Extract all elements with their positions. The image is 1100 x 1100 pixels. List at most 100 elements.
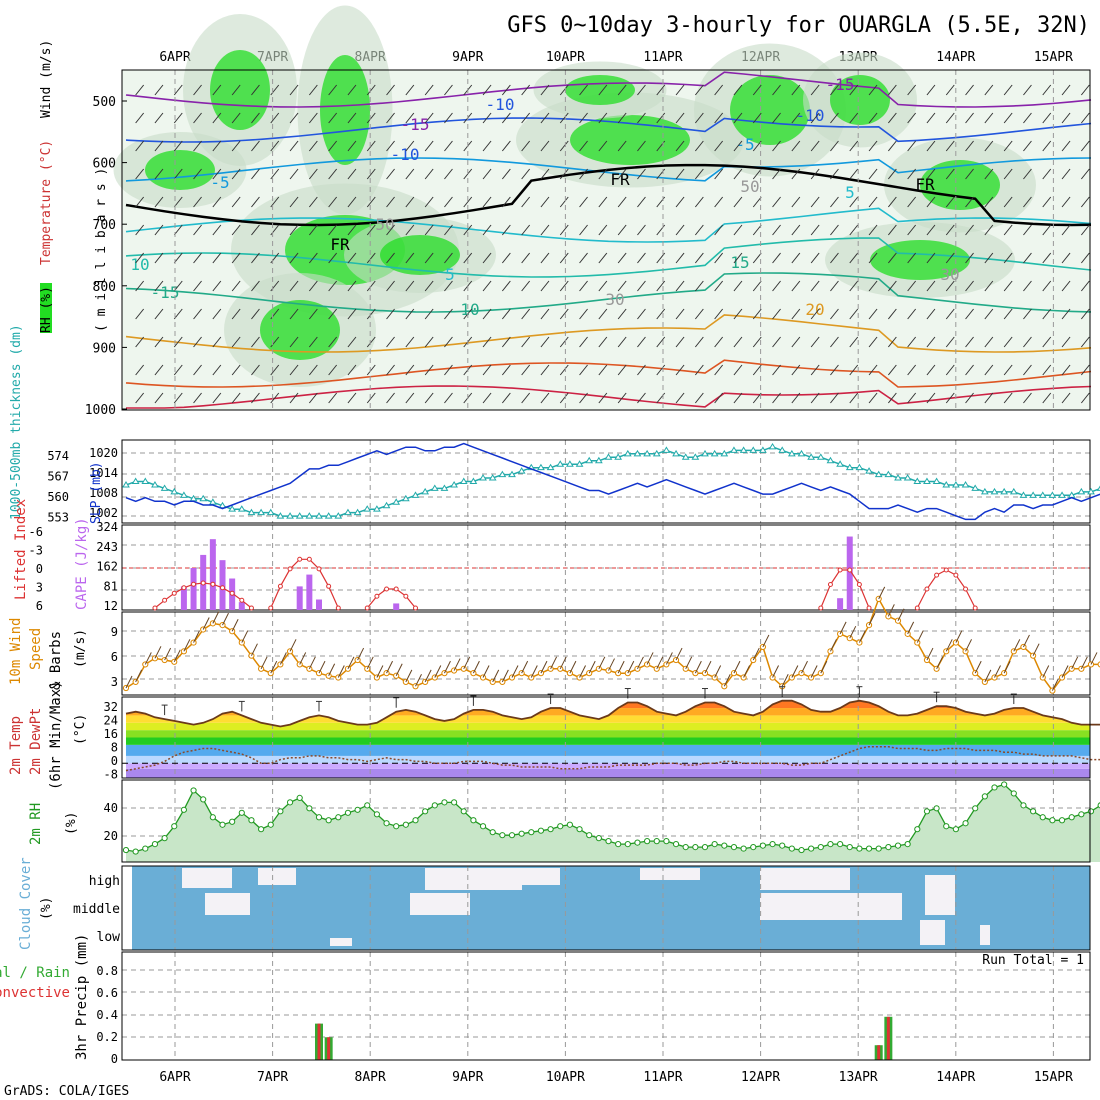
- upper-wind-barb: [579, 252, 588, 264]
- upper-wind-barb: [366, 392, 376, 404]
- freezing-level-line: [125, 163, 1092, 227]
- upper-wind-barb: [965, 280, 974, 292]
- wind-barb: [1051, 678, 1059, 691]
- thickness-line-point: [971, 484, 980, 491]
- upper-wind-barb: [1023, 112, 1032, 124]
- isotherm-line: [126, 385, 1092, 409]
- wind-barb: [762, 634, 770, 648]
- upper-wind-barb: [154, 196, 164, 208]
- wind-barb: [154, 646, 162, 659]
- rh2m-point: [798, 846, 805, 854]
- upper-wind-barb: [1003, 336, 1013, 348]
- wind-barb: [617, 660, 625, 674]
- upper-wind-barb: [926, 364, 936, 376]
- upper-wind-barb: [1042, 364, 1052, 376]
- rh2m-point: [364, 802, 371, 809]
- upper-wind-barb: [637, 252, 646, 264]
- rh2m-point: [605, 838, 612, 845]
- upper-wind-barb: [270, 196, 280, 208]
- upper-wind-barb: [907, 252, 917, 264]
- contour-label: -10: [486, 95, 515, 114]
- upper-wind-barb: [887, 308, 897, 320]
- upper-wind-barb: [1080, 224, 1090, 236]
- thickness-line-point: [894, 474, 902, 481]
- upper-wind-barb: [714, 252, 724, 264]
- wind-barb: [868, 612, 876, 626]
- upper-wind-barb: [830, 252, 839, 264]
- wind-speed-line-point: [248, 652, 255, 659]
- upper-wind-barb: [830, 168, 839, 180]
- lifted-index-tick-label: 6: [36, 599, 43, 613]
- rh2m-point: [229, 818, 236, 825]
- wind-barb: [415, 674, 422, 687]
- upper-wind-barb: [444, 364, 453, 376]
- wind-barb: [125, 675, 133, 689]
- wind-speed-line-point: [817, 670, 824, 677]
- thickness-line-point: [315, 512, 323, 519]
- upper-wind-barb: [714, 168, 724, 180]
- thickness-line-point: [932, 477, 941, 484]
- lifted-index-point: [152, 605, 158, 611]
- cape-tick-label: 12: [104, 599, 118, 613]
- wind10-axis-label: 10m Wind: [8, 618, 24, 685]
- thickness-line-point: [942, 480, 951, 488]
- upper-wind-barb: [791, 84, 801, 96]
- upper-wind-barb: [887, 140, 897, 152]
- upper-wind-barb: [173, 392, 183, 404]
- upper-wind-barb: [675, 252, 685, 264]
- upper-wind-barb: [1003, 280, 1013, 292]
- upper-wind-barb: [1003, 364, 1013, 376]
- upper-wind-barb: [501, 168, 511, 180]
- upper-wind-barb: [289, 84, 299, 96]
- rh-area: [260, 300, 340, 360]
- upper-wind-barb: [945, 280, 955, 292]
- slp-line: [125, 442, 1100, 521]
- wind-barb: [916, 630, 924, 643]
- upper-wind-barb: [791, 308, 801, 320]
- wind-barb: [386, 660, 393, 674]
- rh2m-point: [354, 806, 361, 813]
- date-label-bottom: 6APR: [159, 1070, 190, 1085]
- upper-wind-barb: [714, 140, 724, 152]
- upper-wind-barb: [984, 252, 994, 264]
- precip-convective-bar: [877, 1045, 881, 1060]
- upper-wind-barb: [501, 364, 511, 376]
- run-total-label: Run Total = 1: [982, 953, 1084, 968]
- upper-wind-barb: [405, 280, 415, 292]
- thickness-line-point: [508, 470, 516, 478]
- upper-wind-barb: [135, 224, 145, 236]
- rh2m-point: [248, 817, 255, 824]
- thickness-tick-label: 574: [47, 449, 69, 463]
- upper-wind-barb: [733, 336, 743, 348]
- temp-line: [125, 699, 1100, 728]
- lifted-index-point: [818, 605, 824, 611]
- thickness-line-point: [411, 491, 420, 498]
- contour-label: 10: [130, 255, 149, 274]
- lifted-index-line: [366, 588, 416, 609]
- thickness-line-point: [1029, 491, 1037, 498]
- lifted-index-point: [171, 590, 177, 596]
- wind-speed-line-point: [537, 670, 545, 677]
- upper-wind-barb: [791, 224, 801, 236]
- temp-color-band: [126, 737, 1090, 745]
- upper-wind-barb: [308, 168, 318, 180]
- upper-wind-barb: [830, 336, 839, 348]
- wind-barb: [347, 656, 355, 670]
- rh2m-point: [267, 821, 274, 828]
- upper-wind-barb: [444, 392, 453, 404]
- upper-wind-barb: [694, 252, 704, 264]
- rh2m-point: [663, 838, 670, 845]
- upper-wind-barb: [579, 168, 588, 180]
- upper-wind-barb: [1023, 392, 1032, 404]
- upper-wind-barb: [752, 168, 762, 180]
- wind-barb: [193, 630, 200, 643]
- wind-speed-line-point: [518, 670, 525, 677]
- upper-wind-barb: [521, 168, 531, 180]
- upper-wind-barb: [637, 84, 646, 96]
- wind-speed-line-point: [335, 674, 342, 681]
- isotherm-line: [125, 359, 1092, 388]
- cape-bar: [296, 586, 303, 610]
- temp2m-tick-label: 0: [111, 754, 118, 768]
- temp-color-band: [126, 722, 1090, 731]
- upper-wind-barb: [830, 364, 839, 376]
